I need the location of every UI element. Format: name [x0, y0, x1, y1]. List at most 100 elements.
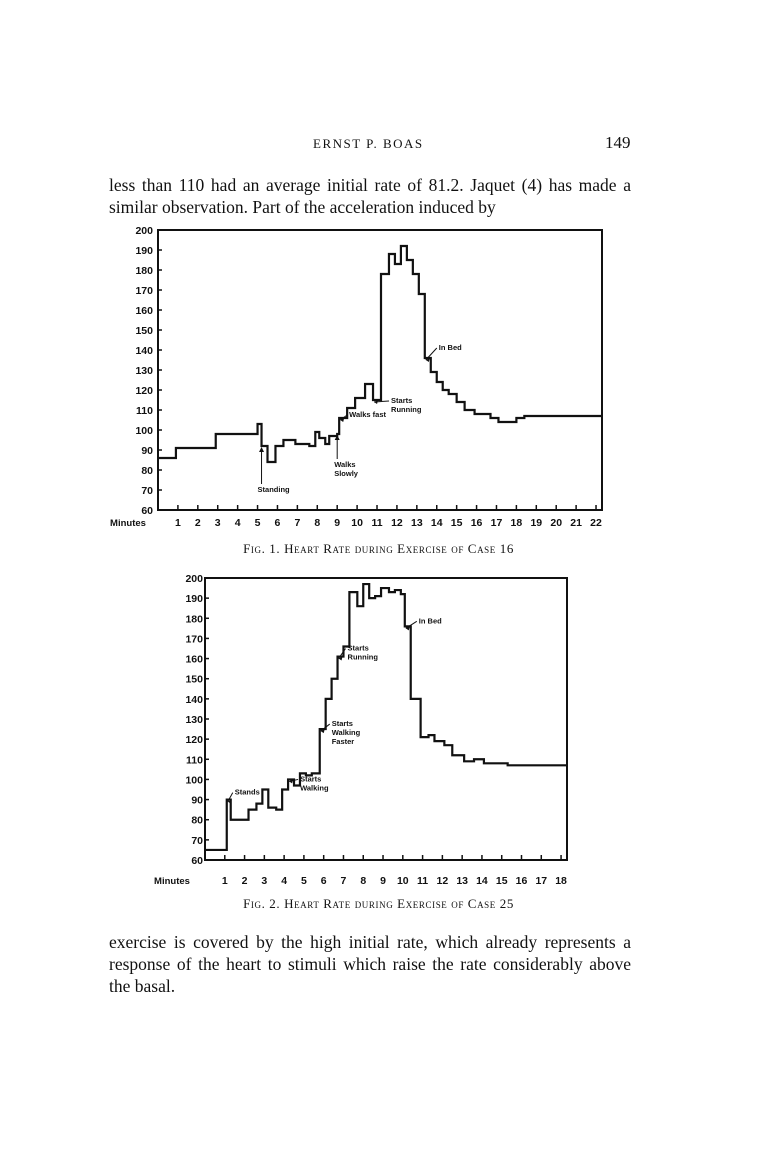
x-tick-label: 8: [314, 517, 320, 529]
annotation-arrow: [338, 648, 346, 659]
x-tick-label: 8: [360, 875, 366, 887]
y-tick-label: 80: [141, 465, 153, 477]
y-tick-label: 80: [191, 815, 203, 827]
y-tick-label: 100: [185, 774, 203, 786]
y-tick-label: 150: [185, 674, 203, 686]
annotation-arrowhead: [338, 656, 343, 661]
y-tick-label: 110: [136, 405, 153, 417]
x-tick-label: 11: [417, 875, 428, 887]
x-tick-label: 13: [411, 517, 423, 529]
annotation-arrowhead: [405, 626, 410, 631]
x-tick-label: 15: [451, 517, 463, 529]
heart-rate-step-line: [158, 244, 602, 464]
annotation-arrowhead: [334, 435, 340, 440]
x-tick-label: 6: [321, 875, 327, 887]
x-tick-label: 9: [380, 875, 386, 887]
y-tick-label: 190: [185, 593, 203, 605]
y-tick-label: 180: [185, 613, 203, 625]
y-tick-label: 70: [191, 835, 203, 847]
annotation-arrow: [405, 620, 418, 629]
x-tick-label: 22: [590, 517, 602, 529]
annotation-arrow: [425, 347, 438, 361]
y-tick-label: 60: [141, 505, 153, 517]
x-tick-label: 7: [341, 875, 347, 887]
x-tick-label: 15: [496, 875, 508, 887]
y-tick-label: 200: [135, 225, 153, 237]
x-tick-label: 16: [516, 875, 528, 887]
page-number: 149: [605, 133, 631, 152]
x-tick-label: 1: [175, 517, 181, 529]
annotation-label: Walks fast: [349, 410, 386, 419]
plot-frame: [204, 577, 568, 861]
annotation-arrow: [227, 792, 234, 802]
x-tick-label: 12: [391, 517, 403, 529]
annotation-arrowhead: [320, 729, 325, 734]
y-tick-label: 160: [185, 654, 203, 666]
annotation-arrowhead: [340, 418, 345, 422]
x-tick-label: 18: [555, 875, 567, 887]
x-tick-label: 3: [215, 517, 221, 529]
x-tick-label: 17: [491, 517, 503, 529]
x-tick-label: 10: [397, 875, 409, 887]
x-tick-label: 5: [301, 875, 307, 887]
y-tick-label: 60: [191, 855, 203, 867]
body-paragraph-bottom: exercise is covered by the high initial …: [109, 932, 631, 996]
x-tick-label: 13: [456, 875, 468, 887]
y-tick-label: 120: [185, 734, 203, 746]
heart-rate-step-line: [205, 582, 567, 852]
annotation-label: Starts Running: [348, 644, 379, 662]
x-tick-label: 19: [530, 517, 542, 529]
annotation-arrow: [320, 723, 331, 732]
annotation-arrowhead: [374, 400, 379, 404]
annotation-arrowhead: [227, 799, 232, 804]
running-head: ERNST P. BOAS 149: [0, 133, 757, 158]
x-tick-label: 5: [255, 517, 261, 529]
y-tick-label: 90: [191, 795, 203, 807]
x-tick-label: 11: [371, 517, 382, 529]
annotation-label: In Bed: [419, 616, 442, 625]
x-axis-label: Minutes: [110, 518, 146, 529]
annotation-arrowhead: [425, 358, 430, 362]
x-tick-label: 6: [275, 517, 281, 529]
figure-2-caption: Fig. 2. Heart Rate during Exercise of Ca…: [243, 896, 514, 911]
x-tick-label: 1: [222, 875, 228, 887]
y-tick-label: 120: [135, 385, 153, 397]
y-tick-label: 170: [135, 285, 153, 297]
y-tick-label: 100: [135, 425, 153, 437]
y-tick-label: 160: [135, 305, 153, 317]
y-tick-label: 150: [135, 325, 153, 337]
annotation-label: In Bed: [439, 343, 462, 352]
y-tick-label: 90: [141, 445, 153, 457]
x-tick-label: 10: [351, 517, 363, 529]
x-tick-label: 16: [471, 517, 483, 529]
figure-1-caption: Fig. 1. Heart Rate during Exercise of Ca…: [243, 541, 514, 556]
x-tick-label: 2: [195, 517, 201, 529]
x-tick-label: 17: [535, 875, 547, 887]
y-tick-label: 130: [135, 365, 153, 377]
y-tick-label: 140: [185, 694, 203, 706]
x-tick-label: 20: [550, 517, 562, 529]
x-tick-label: 3: [261, 875, 267, 887]
y-tick-label: 140: [135, 345, 153, 357]
body-paragraph-top: less than 110 had an average initial rat…: [109, 175, 631, 217]
y-tick-label: 190: [135, 245, 153, 257]
y-tick-label: 200: [185, 573, 203, 585]
x-tick-label: 4: [281, 875, 287, 887]
y-tick-label: 180: [135, 265, 153, 277]
x-tick-label: 14: [476, 875, 488, 887]
running-head-author: ERNST P. BOAS: [313, 136, 424, 151]
annotation-arrowhead: [259, 447, 265, 452]
x-tick-label: 9: [334, 517, 340, 529]
x-tick-label: 14: [431, 517, 443, 529]
x-tick-label: 21: [570, 517, 582, 529]
x-tick-label: 12: [437, 875, 449, 887]
annotation-label: Starts Walking: [300, 774, 329, 792]
annotation-label: Standing: [258, 485, 290, 494]
x-tick-label: 2: [242, 875, 248, 887]
x-tick-label: 18: [511, 517, 523, 529]
y-tick-label: 110: [186, 754, 203, 766]
annotation-label: Starts Walking Faster: [332, 719, 361, 746]
annotation-label: Walks Slowly: [334, 460, 359, 478]
